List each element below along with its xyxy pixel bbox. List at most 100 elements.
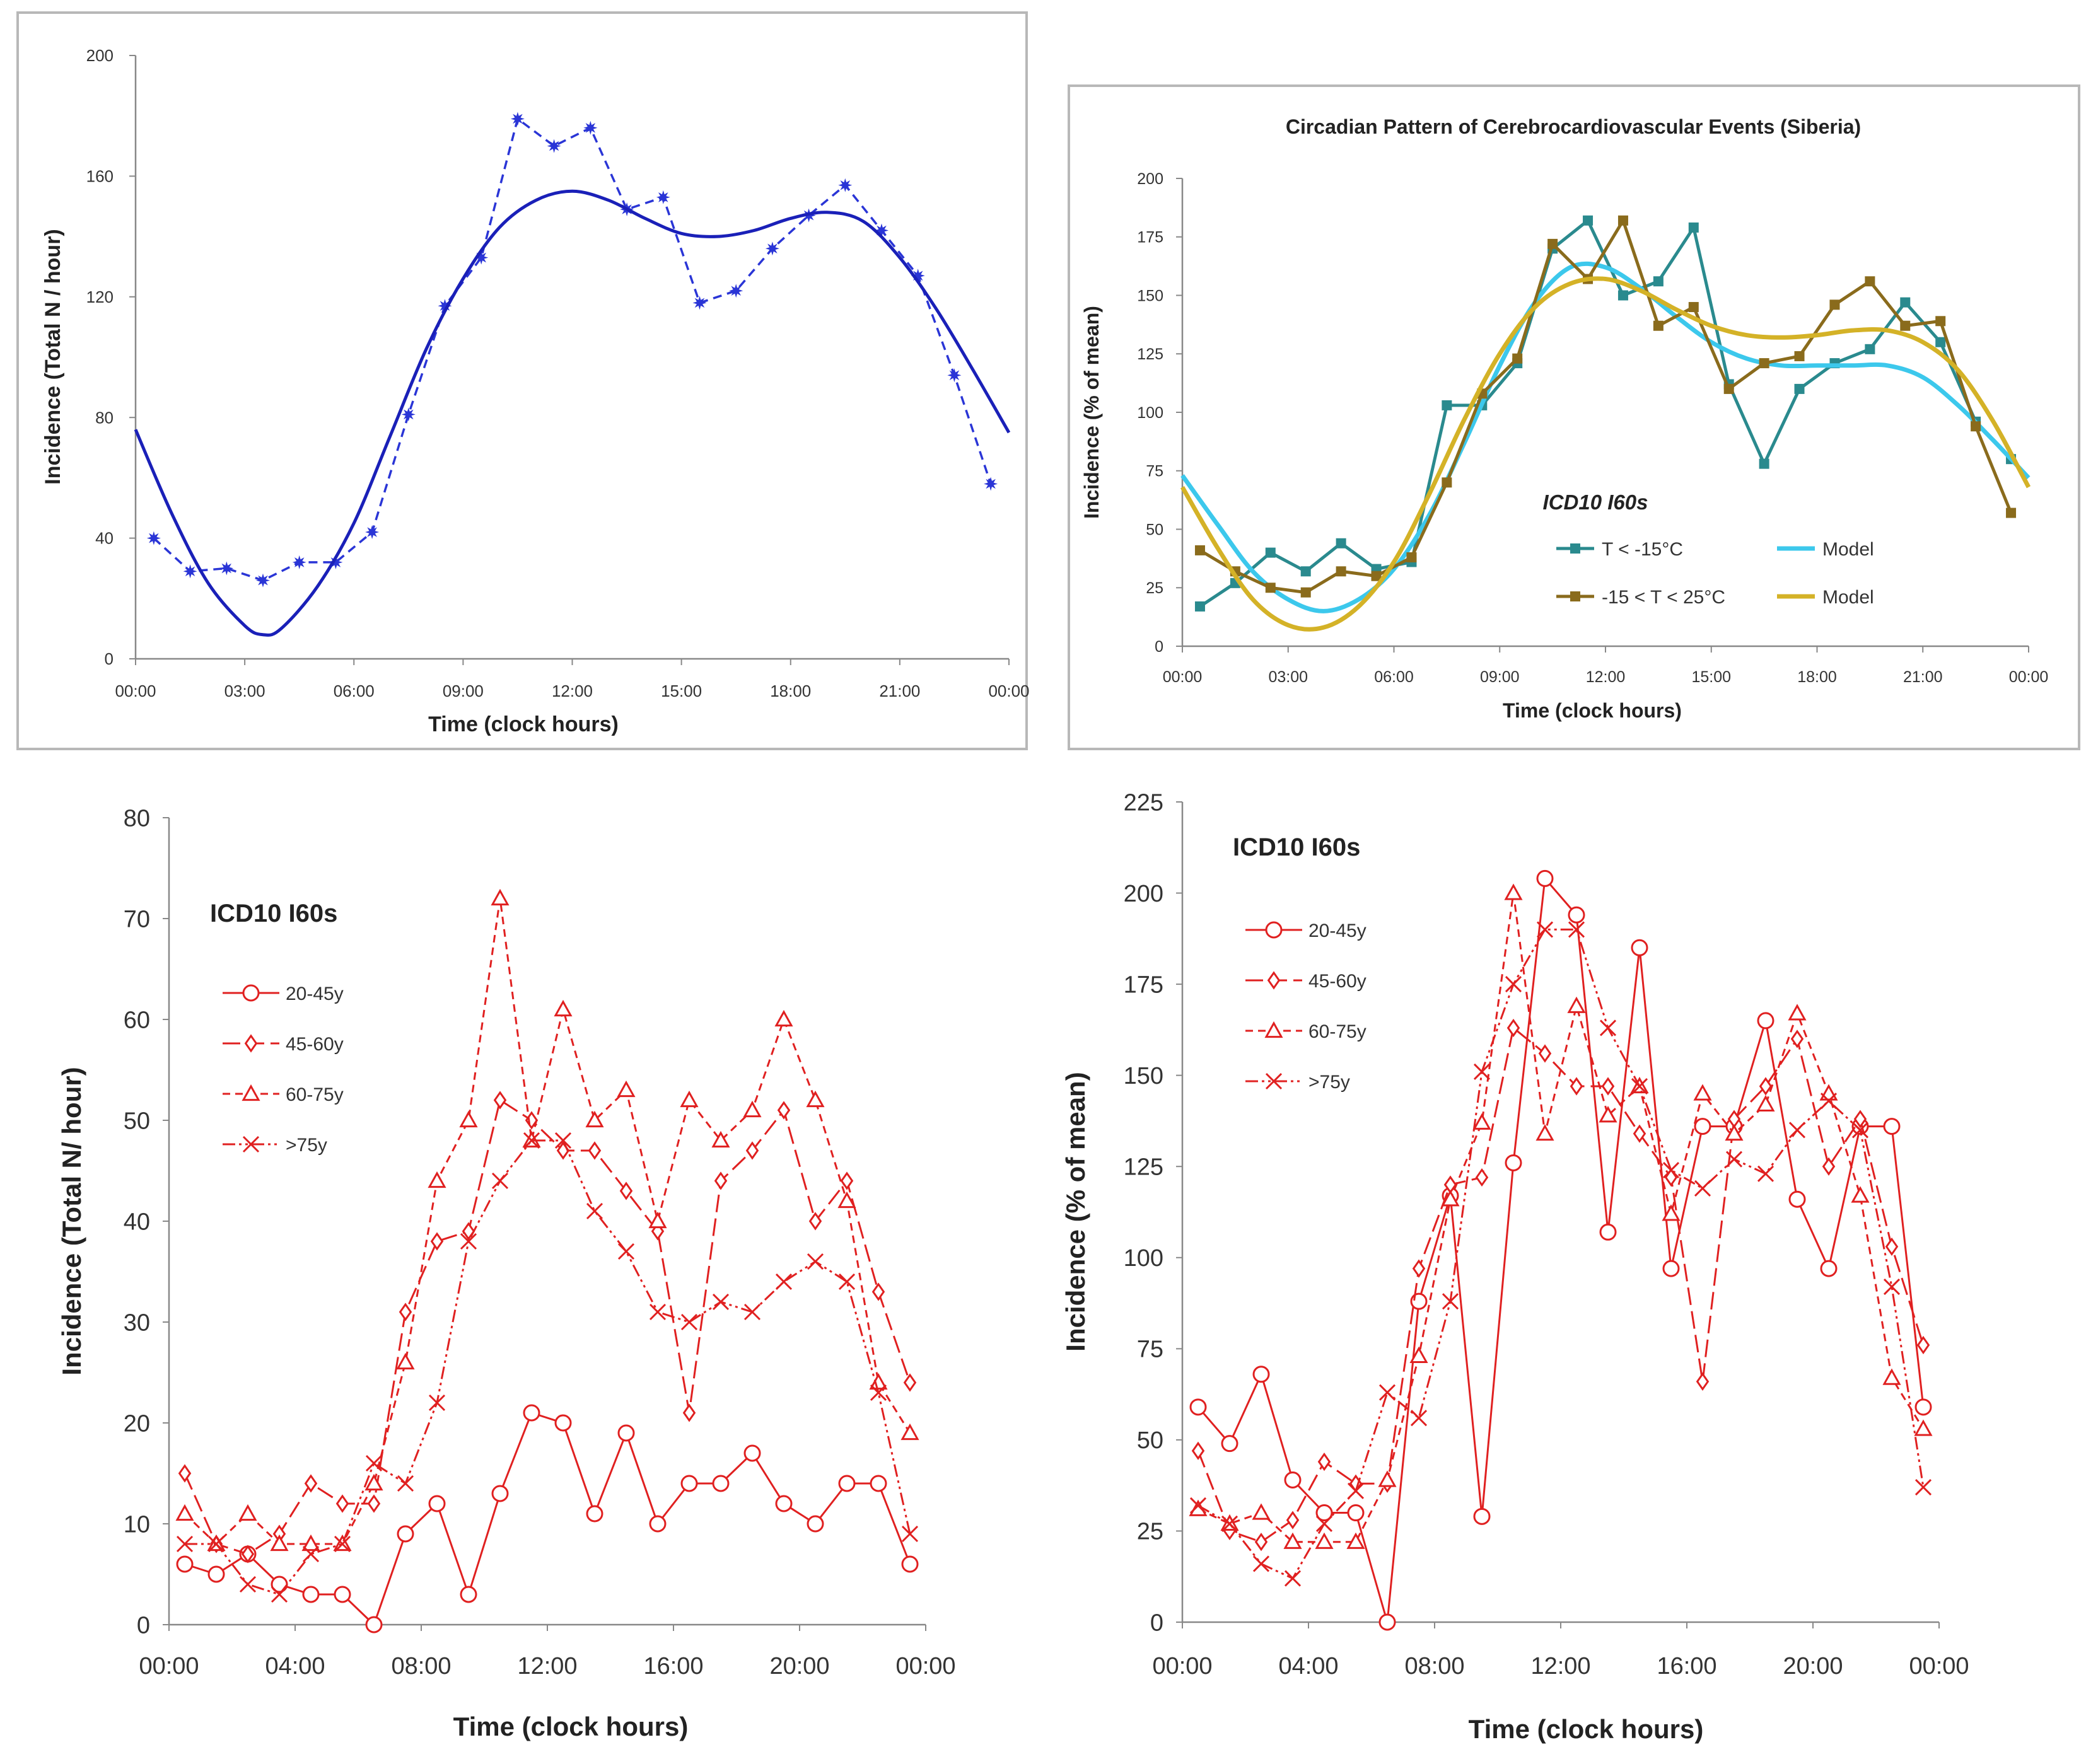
data-point	[1409, 1346, 1428, 1363]
data-point	[1820, 1093, 1838, 1110]
series-4	[176, 1132, 919, 1603]
data-point	[1853, 1110, 1867, 1129]
series-1	[176, 1404, 919, 1633]
x-tick-label: 04:00	[1278, 1653, 1338, 1680]
y-tick-label: 150	[1137, 287, 1163, 305]
data-line	[1197, 876, 1925, 1623]
y-tick-label: 200	[86, 46, 114, 65]
data-point	[1191, 1441, 1205, 1460]
data-point	[777, 1101, 791, 1120]
x-tick-label: 18:00	[1797, 668, 1837, 686]
data-point	[837, 1191, 856, 1209]
legend-label: 60-75y	[1308, 1021, 1366, 1042]
data-point	[510, 112, 525, 126]
data-point	[901, 1525, 919, 1543]
data-point	[1662, 1260, 1680, 1277]
data-point	[1916, 1335, 1930, 1355]
chart-frame	[1068, 84, 2080, 750]
data-point	[1378, 1384, 1396, 1401]
data-line	[184, 1098, 911, 1555]
data-point	[1406, 552, 1417, 563]
x-tick-label: 06:00	[1374, 668, 1414, 686]
data-point	[554, 1414, 572, 1432]
data-point	[870, 1384, 887, 1401]
data-point	[1441, 1190, 1460, 1207]
data-point	[428, 1495, 446, 1512]
data-point	[1315, 1504, 1333, 1522]
y-tick-label: 100	[1137, 404, 1163, 422]
data-point	[271, 1586, 288, 1603]
data-point	[1378, 1470, 1397, 1487]
y-tick-label: 225	[1124, 789, 1163, 816]
data-point	[743, 1303, 761, 1321]
data-point	[2006, 508, 2017, 518]
y-tick-label: 80	[124, 805, 150, 832]
data-point	[1536, 869, 1554, 887]
data-point	[1914, 1398, 1932, 1416]
y-tick-label: 20	[124, 1410, 150, 1437]
data-point	[1252, 1366, 1270, 1383]
data-point	[714, 1171, 728, 1190]
model-fit-curve	[134, 189, 1011, 637]
x-tick-label: 15:00	[1691, 668, 1731, 686]
data-point	[1900, 320, 1911, 331]
legend-marker	[242, 984, 260, 1002]
data-line	[1197, 893, 1925, 1543]
y-tick-label: 100	[1124, 1245, 1163, 1272]
data-line	[185, 1139, 911, 1596]
y-tick-label: 75	[1146, 463, 1163, 480]
y-tick-label: 70	[124, 906, 150, 932]
legend-label: 60-75y	[286, 1084, 344, 1105]
data-point	[1512, 353, 1523, 364]
y-tick-label: 10	[124, 1511, 150, 1538]
data-point	[301, 1534, 320, 1552]
data-point	[302, 1586, 320, 1603]
x-tick-label: 00:00	[895, 1653, 955, 1680]
data-point	[175, 1504, 194, 1521]
series-2	[1191, 1018, 1930, 1552]
data-point	[617, 1243, 635, 1260]
data-point	[1759, 458, 1769, 469]
data-point	[1300, 566, 1311, 577]
data-point	[680, 1313, 698, 1331]
data-point	[1254, 1533, 1268, 1552]
y-tick-label: 75	[1137, 1337, 1163, 1363]
data-point	[619, 1181, 633, 1200]
data-point	[365, 1616, 383, 1633]
x-tick-label: 09:00	[1480, 668, 1520, 686]
legend-marker	[1267, 971, 1281, 990]
data-point	[1794, 383, 1805, 394]
legend-marker	[1570, 591, 1580, 601]
data-point	[1194, 545, 1205, 555]
data-point	[302, 1545, 320, 1563]
y-axis-title: Incidence (Total N/ hour)	[57, 1067, 86, 1375]
series-3	[175, 888, 919, 1552]
data-point	[207, 1565, 225, 1583]
y-tick-label: 80	[95, 408, 114, 427]
legend-label: 20-45y	[1308, 920, 1366, 941]
data-point	[807, 1515, 824, 1533]
data-point	[583, 120, 598, 135]
data-point	[1599, 1106, 1617, 1123]
legend-label: 45-60y	[286, 1034, 344, 1055]
legend-marker	[1265, 1072, 1283, 1090]
data-point	[840, 1171, 854, 1190]
y-tick-label: 175	[1137, 229, 1163, 247]
chart-frame	[16, 11, 1028, 750]
series-2	[134, 189, 1011, 637]
series-3	[1189, 883, 1933, 1549]
data-point	[292, 555, 306, 569]
data-point	[523, 1132, 540, 1149]
data-point	[1757, 1165, 1774, 1182]
data-point	[838, 1273, 856, 1291]
data-point	[588, 1141, 602, 1160]
data-point	[1265, 547, 1276, 558]
data-point	[838, 1475, 856, 1492]
data-point	[428, 1394, 446, 1412]
data-point	[712, 1293, 730, 1311]
x-tick-label: 16:00	[1657, 1653, 1716, 1680]
legend-label: 45-60y	[1308, 971, 1366, 992]
legend-marker	[1570, 543, 1580, 554]
data-point	[207, 1535, 225, 1553]
data-point	[984, 477, 998, 491]
